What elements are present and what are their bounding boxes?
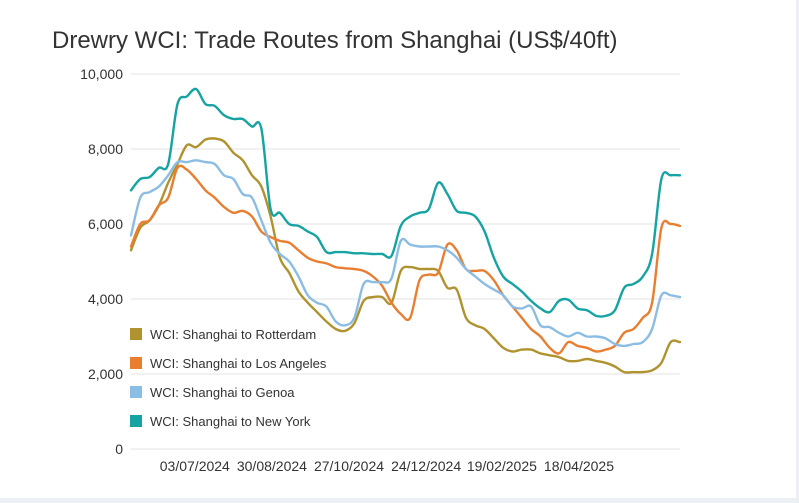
x-tick-label: 30/08/2024 xyxy=(237,458,307,474)
x-tick-label: 19/02/2025 xyxy=(467,458,537,474)
x-tick-label: 27/10/2024 xyxy=(314,458,384,474)
y-tick-label: 10,000 xyxy=(80,66,123,82)
legend-label: WCI: Shanghai to Genoa xyxy=(150,385,295,400)
x-tick-label: 18/04/2025 xyxy=(544,458,614,474)
legend-label: WCI: Shanghai to Rotterdam xyxy=(150,327,316,342)
grid-layer xyxy=(131,73,680,450)
legend-swatch xyxy=(130,386,142,398)
legend-swatch xyxy=(130,328,142,340)
x-tick-label: 24/12/2024 xyxy=(391,458,461,474)
y-axis-tick-labels: 0 2,000 4,000 6,000 8,000 10,000 xyxy=(80,66,123,457)
legend-swatch xyxy=(130,357,142,369)
legend-swatch xyxy=(130,415,142,427)
y-tick-label: 8,000 xyxy=(88,141,123,157)
y-tick-label: 4,000 xyxy=(88,291,123,307)
x-axis-tick-labels: 03/07/2024 30/08/2024 27/10/2024 24/12/2024… xyxy=(160,458,614,474)
legend-label: WCI: Shanghai to New York xyxy=(150,414,311,429)
series-line-new-york xyxy=(129,87,682,318)
y-tick-label: 6,000 xyxy=(88,216,123,232)
chart-title: Drewry WCI: Trade Routes from Shanghai (… xyxy=(52,27,618,54)
series-line-rotterdam xyxy=(129,137,682,374)
legend: WCI: Shanghai to Rotterdam WCI: Shanghai … xyxy=(130,327,327,429)
y-tick-label: 2,000 xyxy=(88,366,123,382)
x-tick-label: 03/07/2024 xyxy=(160,458,230,474)
legend-label: WCI: Shanghai to Los Angeles xyxy=(150,356,327,371)
series-line-los-angeles xyxy=(129,164,682,355)
y-tick-label: 0 xyxy=(115,441,123,457)
series-line-genoa xyxy=(129,159,682,348)
series-layer xyxy=(129,87,682,374)
